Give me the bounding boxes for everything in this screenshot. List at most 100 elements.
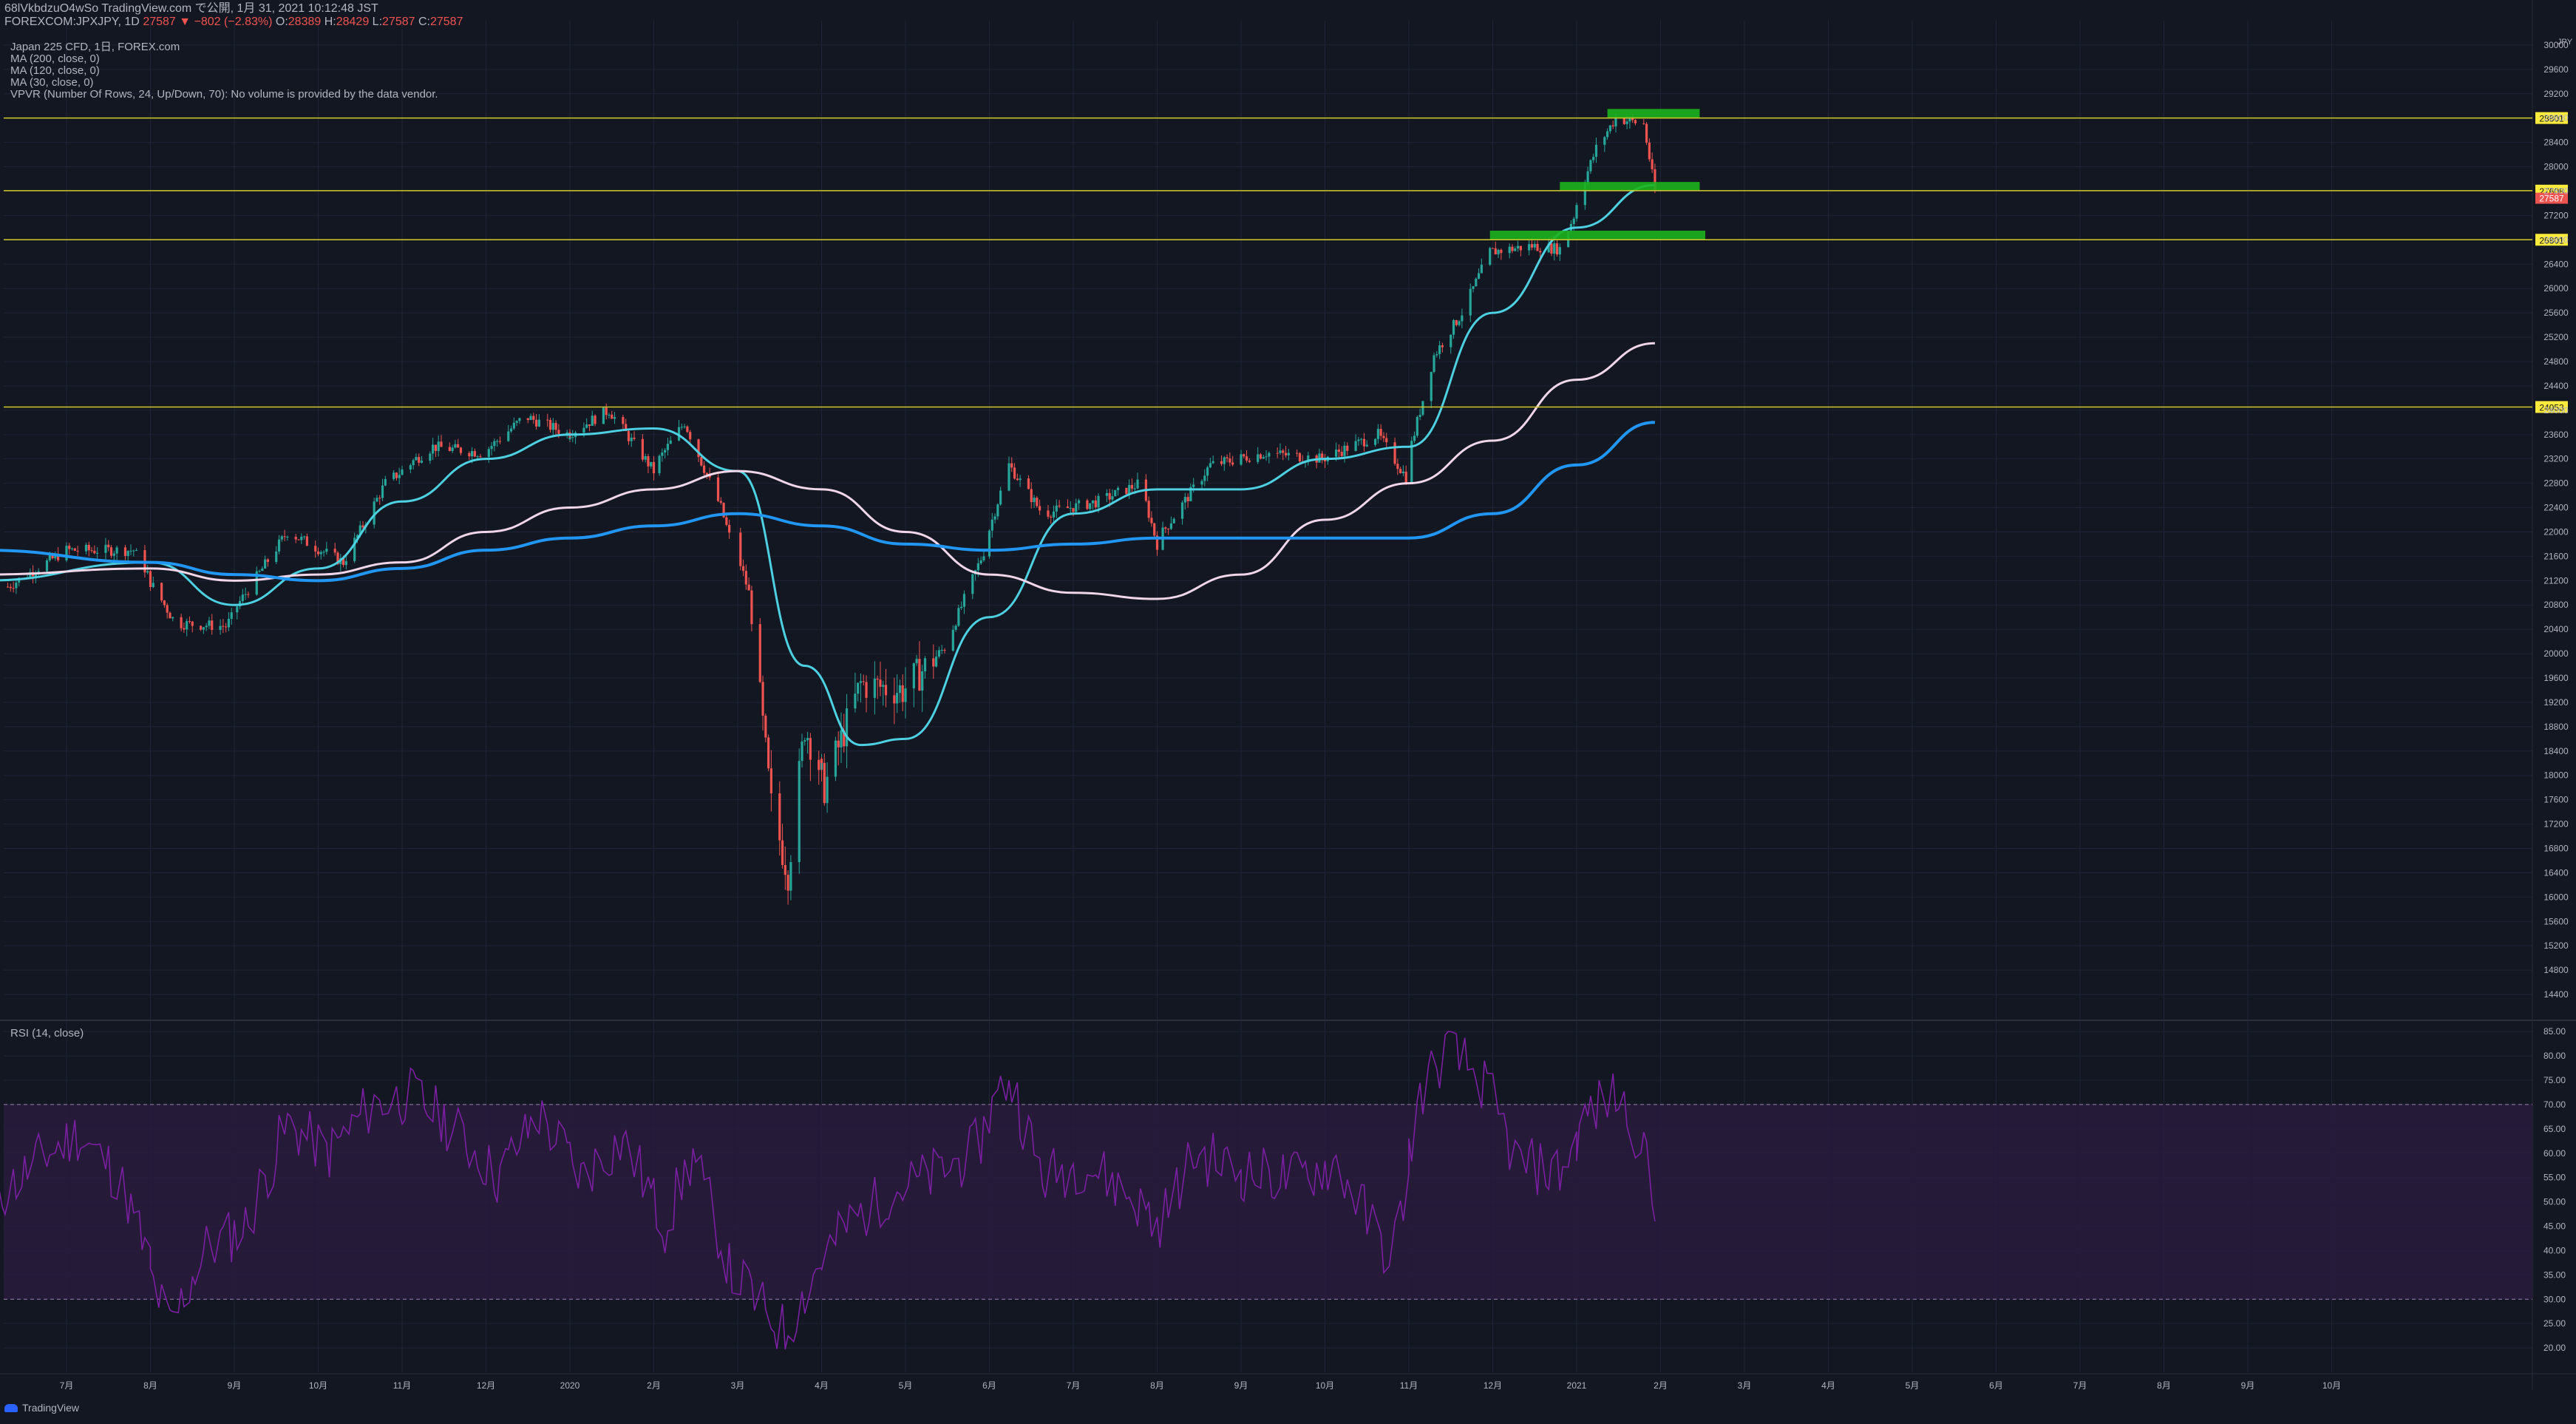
- candle-body: [107, 544, 110, 548]
- candle-body: [473, 451, 476, 457]
- candle-body: [1452, 320, 1455, 335]
- candle-body: [300, 536, 303, 540]
- rsi-tick: 45.00: [2543, 1221, 2566, 1232]
- price-tick: 16400: [2543, 867, 2569, 878]
- candle-body: [1257, 454, 1260, 462]
- time-tick: 2021: [1567, 1380, 1587, 1391]
- candle: [554, 420, 557, 436]
- candle: [219, 619, 222, 635]
- candle: [87, 541, 90, 557]
- candle: [1228, 452, 1231, 467]
- candle: [761, 675, 764, 731]
- candle-body: [837, 740, 840, 747]
- legend-ma120[interactable]: MA (120, close, 0): [10, 64, 100, 77]
- candle: [1284, 446, 1288, 458]
- legend-vpvr[interactable]: VPVR (Number Of Rows, 24, Up/Down, 70): …: [10, 88, 438, 101]
- candle-body: [1265, 456, 1268, 458]
- candle-body: [647, 456, 650, 467]
- candle: [680, 423, 683, 430]
- candle-body: [1379, 429, 1382, 436]
- candle: [526, 418, 529, 424]
- legend-ma200[interactable]: MA (200, close, 0): [10, 52, 100, 65]
- candle-body: [219, 625, 222, 630]
- candle-body: [716, 477, 720, 501]
- rsi-tick: 40.00: [2543, 1245, 2566, 1255]
- rsi-tick: 75.00: [2543, 1075, 2566, 1085]
- candle-body: [818, 759, 820, 770]
- candle-body: [12, 588, 15, 589]
- candle: [912, 662, 915, 708]
- candle-body: [1128, 484, 1131, 495]
- candle-body: [1645, 123, 1648, 143]
- candle: [65, 542, 68, 563]
- candle: [1514, 246, 1517, 252]
- candle-body: [582, 427, 585, 433]
- candle-body: [87, 544, 90, 551]
- candle-body: [641, 438, 644, 460]
- candle-body: [820, 759, 823, 763]
- candle: [1007, 456, 1010, 492]
- candle-body: [429, 453, 432, 461]
- candle: [381, 478, 384, 501]
- candle-body: [750, 590, 753, 625]
- candle: [1130, 478, 1134, 495]
- time-tick: 11月: [393, 1380, 411, 1391]
- candle-body: [434, 444, 437, 451]
- candle-body: [1594, 144, 1598, 157]
- candle: [415, 453, 418, 461]
- candle-body: [1248, 460, 1251, 462]
- candle: [378, 495, 381, 505]
- candle: [1075, 498, 1078, 514]
- support-zone: [1489, 230, 1706, 240]
- candle: [1164, 526, 1167, 533]
- candle: [1528, 239, 1531, 256]
- candle: [325, 541, 328, 555]
- candle-body: [1183, 497, 1186, 503]
- candle: [437, 435, 440, 457]
- high-value: 28429: [336, 16, 370, 28]
- candle: [6, 583, 10, 588]
- candle: [373, 498, 375, 529]
- candle-body: [509, 428, 513, 432]
- legend-series[interactable]: Japan 225 CFD, 1日, FOREX.com: [10, 41, 180, 53]
- price-tick: 20800: [2543, 600, 2569, 610]
- candle: [1282, 449, 1285, 461]
- candle: [45, 558, 49, 573]
- candle-body: [1404, 471, 1407, 483]
- time-tick: 9月: [228, 1380, 242, 1391]
- candle: [551, 418, 554, 436]
- candle-body: [1536, 243, 1539, 251]
- candle: [15, 580, 18, 594]
- candle-body: [1097, 495, 1100, 508]
- candle-body: [1116, 487, 1120, 490]
- tradingview-logo[interactable]: TradingView: [4, 1402, 79, 1414]
- rsi-tick: 60.00: [2543, 1148, 2566, 1159]
- candle-body: [921, 671, 924, 691]
- candle: [294, 534, 297, 543]
- candle-body: [1480, 265, 1483, 274]
- time-tick: 3月: [731, 1380, 745, 1391]
- candle: [857, 682, 860, 702]
- candle: [862, 674, 865, 686]
- candle-body: [1136, 479, 1139, 489]
- candle: [255, 566, 258, 596]
- legend-ma30[interactable]: MA (30, close, 0): [10, 76, 94, 89]
- candle: [1086, 498, 1089, 510]
- candle: [1410, 436, 1413, 484]
- candle: [1186, 493, 1189, 508]
- candle: [1136, 472, 1139, 489]
- time-tick: 4月: [1821, 1380, 1835, 1391]
- candle-body: [261, 568, 264, 572]
- price-tick: 16800: [2543, 844, 2569, 854]
- price-tick: 28400: [2543, 138, 2569, 148]
- candle: [1307, 452, 1310, 466]
- level-label: 28801: [2535, 112, 2568, 124]
- rsi-legend[interactable]: RSI (14, close): [10, 1027, 84, 1040]
- candle: [728, 519, 731, 540]
- candle-body: [686, 426, 689, 433]
- level-label: 24053: [2535, 401, 2568, 413]
- candle: [432, 438, 435, 461]
- candle-body: [459, 447, 463, 453]
- candle: [258, 569, 261, 573]
